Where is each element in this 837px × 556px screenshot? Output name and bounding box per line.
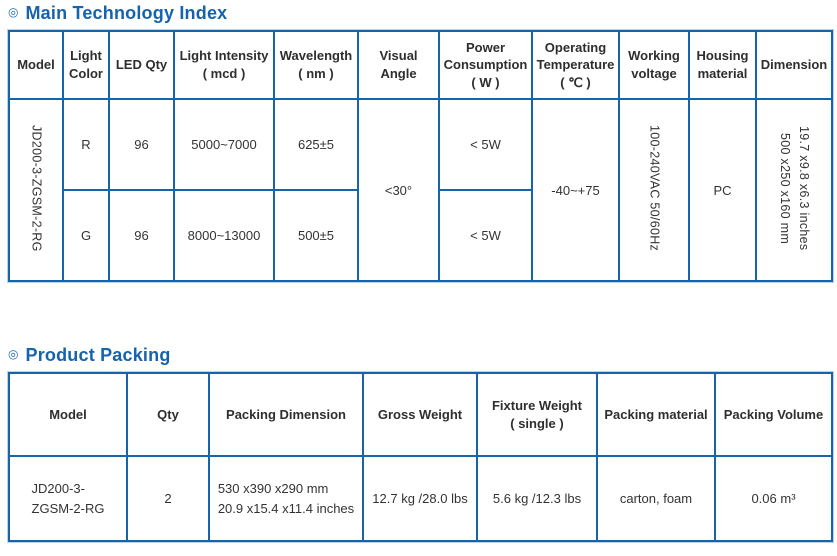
- cell-packing-volume: 0.06 m³: [714, 455, 833, 542]
- section-product-packing: ◎ Product Packing Model Qty Packing Dime…: [8, 345, 837, 542]
- cell-packing-material: carton, foam: [596, 455, 716, 542]
- column-header-led-qty: LED Qty: [108, 30, 175, 100]
- packing-header-row: Model Qty Packing Dimension Gross Weight…: [8, 372, 833, 457]
- technology-index-table: Model Light Color LED Qty Light Intensit…: [8, 30, 833, 282]
- cell-gross-weight: 12.7 kg /28.0 lbs: [362, 455, 478, 542]
- cell-wavelength-g: 500±5: [273, 189, 359, 282]
- cell-light-color-g: G: [62, 189, 110, 282]
- column-header-model: Model: [8, 372, 128, 457]
- dimension-vertical-text: 500 x250 x160 mm 19.7 x9.8 x6.3 inches: [778, 126, 811, 251]
- cell-operating-temperature: -40~+75: [531, 98, 620, 282]
- column-header-dimension: Dimension: [755, 30, 833, 100]
- cell-dimension: 500 x250 x160 mm 19.7 x9.8 x6.3 inches: [755, 98, 833, 282]
- tech-row-red: JD200-3-ZGSM-2-RG R 96 5000~7000 625±5 <…: [8, 98, 833, 282]
- section-header-packing: ◎ Product Packing: [8, 345, 837, 366]
- section-main-technology-index: ◎ Main Technology Index Model Light Colo…: [8, 3, 837, 282]
- column-header-light-color: Light Color: [62, 30, 110, 100]
- ring-bullet-icon: ◎: [8, 347, 19, 361]
- column-header-model: Model: [8, 30, 64, 100]
- column-header-packing-material: Packing material: [596, 372, 716, 457]
- cell-light-intensity-g: 8000~13000: [173, 189, 275, 282]
- column-header-qty: Qty: [126, 372, 210, 457]
- ring-bullet-icon: ◎: [8, 5, 19, 19]
- column-header-light-intensity: Light Intensity ( mcd ): [173, 30, 275, 100]
- column-header-working-voltage: Working voltage: [618, 30, 690, 100]
- column-header-housing-material: Housing material: [688, 30, 757, 100]
- cell-light-color-r: R: [62, 98, 110, 191]
- cell-power-consumption-g: < 5W: [438, 189, 533, 282]
- cell-working-voltage: 100-240VAC 50/60Hz: [618, 98, 690, 282]
- cell-power-consumption-r: < 5W: [438, 98, 533, 191]
- working-voltage-vertical-text: 100-240VAC 50/60Hz: [647, 125, 662, 252]
- column-header-fixture-weight: Fixture Weight ( single ): [476, 372, 598, 457]
- section-title-main-technology-index: Main Technology Index: [25, 3, 228, 23]
- cell-led-qty-r: 96: [108, 98, 175, 191]
- tech-header-row: Model Light Color LED Qty Light Intensit…: [8, 30, 833, 100]
- column-header-wavelength: Wavelength ( nm ): [273, 30, 359, 100]
- section-title-product-packing: Product Packing: [25, 345, 171, 365]
- model-vertical-text: JD200-3-ZGSM-2-RG: [29, 125, 44, 252]
- column-header-power-consumption: Power Consumption ( W ): [438, 30, 533, 100]
- cell-model: JD200-3-ZGSM-2-RG: [8, 98, 64, 282]
- cell-packing-qty: 2: [126, 455, 210, 542]
- cell-led-qty-g: 96: [108, 189, 175, 282]
- cell-fixture-weight: 5.6 kg /12.3 lbs: [476, 455, 598, 542]
- column-header-packing-volume: Packing Volume: [714, 372, 833, 457]
- column-header-packing-dimension: Packing Dimension: [208, 372, 364, 457]
- cell-light-intensity-r: 5000~7000: [173, 98, 275, 191]
- packing-data-row: JD200-3- ZGSM-2-RG 2 530 x390 x290 mm 20…: [8, 455, 833, 542]
- packing-dimension-text: 530 x390 x290 mm 20.9 x15.4 x11.4 inches: [217, 481, 355, 516]
- column-header-visual-angle: Visual Angle: [357, 30, 440, 100]
- section-header-tech: ◎ Main Technology Index: [8, 3, 837, 24]
- cell-packing-model: JD200-3- ZGSM-2-RG: [8, 455, 128, 542]
- tech-row-green: G 96 8000~13000 500±5 < 5W: [9, 189, 832, 282]
- packing-model-text: JD200-3- ZGSM-2-RG: [31, 481, 105, 516]
- product-packing-table: Model Qty Packing Dimension Gross Weight…: [8, 372, 833, 542]
- column-header-operating-temperature: Operating Temperature ( ℃ ): [531, 30, 620, 100]
- cell-visual-angle: <30°: [357, 98, 440, 282]
- column-header-gross-weight: Gross Weight: [362, 372, 478, 457]
- cell-packing-dimension: 530 x390 x290 mm 20.9 x15.4 x11.4 inches: [208, 455, 364, 542]
- cell-wavelength-r: 625±5: [273, 98, 359, 191]
- cell-housing-material: PC: [688, 98, 757, 282]
